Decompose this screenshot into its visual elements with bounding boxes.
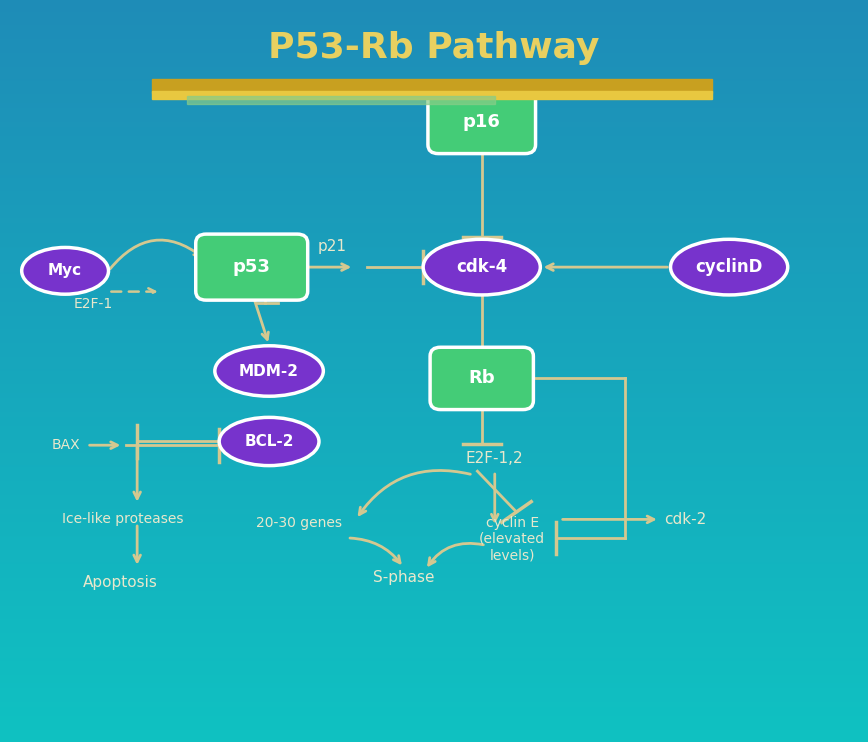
Ellipse shape <box>219 417 319 466</box>
Text: cyclinD: cyclinD <box>695 258 763 276</box>
Ellipse shape <box>214 346 323 396</box>
Ellipse shape <box>670 239 788 295</box>
Text: cyclin E
(elevated
levels): cyclin E (elevated levels) <box>479 516 545 562</box>
FancyBboxPatch shape <box>428 91 536 154</box>
Text: Myc: Myc <box>48 263 82 278</box>
Text: BAX: BAX <box>52 439 81 452</box>
FancyBboxPatch shape <box>431 347 533 410</box>
Text: E2F-1: E2F-1 <box>74 297 113 311</box>
Ellipse shape <box>22 248 109 294</box>
Text: p53: p53 <box>233 258 271 276</box>
Text: E2F-1,2: E2F-1,2 <box>466 451 523 466</box>
FancyBboxPatch shape <box>195 234 307 301</box>
Bar <box>152 91 712 99</box>
Text: cdk-4: cdk-4 <box>456 258 508 276</box>
Text: Rb: Rb <box>469 370 495 387</box>
Text: P53-Rb Pathway: P53-Rb Pathway <box>268 31 600 65</box>
Text: MDM-2: MDM-2 <box>239 364 299 378</box>
Text: p16: p16 <box>463 114 501 131</box>
Text: Ice-like proteases: Ice-like proteases <box>62 512 184 526</box>
Ellipse shape <box>424 239 540 295</box>
Text: 20-30 genes: 20-30 genes <box>256 516 343 530</box>
Bar <box>152 79 712 93</box>
Text: BCL-2: BCL-2 <box>244 434 294 449</box>
Text: Apoptosis: Apoptosis <box>82 575 157 590</box>
Text: S-phase: S-phase <box>373 570 434 585</box>
Text: cdk-2: cdk-2 <box>664 512 707 527</box>
Text: p21: p21 <box>318 239 347 254</box>
Bar <box>187 96 495 104</box>
